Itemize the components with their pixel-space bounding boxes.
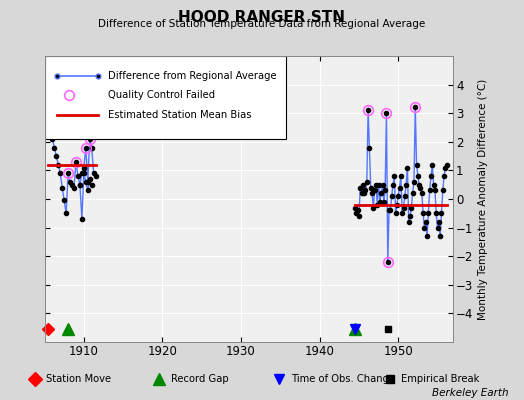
- Text: Record Gap: Record Gap: [171, 374, 228, 384]
- FancyBboxPatch shape: [45, 56, 286, 139]
- Text: Difference of Station Temperature Data from Regional Average: Difference of Station Temperature Data f…: [99, 19, 425, 29]
- Text: Time of Obs. Change: Time of Obs. Change: [291, 374, 395, 384]
- Text: Difference from Regional Average: Difference from Regional Average: [108, 71, 277, 81]
- Y-axis label: Monthly Temperature Anomaly Difference (°C): Monthly Temperature Anomaly Difference (…: [477, 78, 487, 320]
- Line: 2 pts: 2 pts: [54, 74, 100, 78]
- Text: Quality Control Failed: Quality Control Failed: [108, 90, 215, 100]
- Text: Berkeley Earth: Berkeley Earth: [432, 388, 508, 398]
- Text: Estimated Station Mean Bias: Estimated Station Mean Bias: [108, 110, 252, 120]
- Text: Empirical Break: Empirical Break: [401, 374, 480, 384]
- Text: HOOD RANGER STN: HOOD RANGER STN: [179, 10, 345, 25]
- Text: Station Move: Station Move: [46, 374, 112, 384]
